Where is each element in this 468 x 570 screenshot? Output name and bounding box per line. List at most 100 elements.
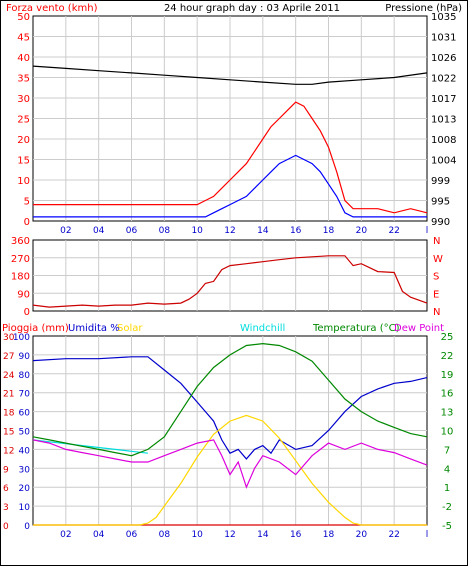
x-tick-label: 20 [356,226,368,236]
y-left-tick-label: 270 [11,254,30,265]
y-right-tick-label: 995 [431,197,450,208]
y-right-tick-label: 1022 [431,74,456,85]
y-right-tick-label: 1013 [431,115,456,126]
y-left-tick-label: 15 [17,156,30,167]
y-left-tick-label: 45 [17,33,30,44]
x-tick-label: 14 [257,226,269,236]
y-humidity-tick-label: 70 [19,390,31,400]
y-humidity-tick-label: 100 [13,333,30,343]
y-right-tick-label: 4 [444,464,450,475]
y-left-tick-label: 30 [17,94,30,105]
series-humidity-line [32,356,428,460]
x-tick-label: 06 [126,530,138,540]
legend-dewpoint: Dew Point [394,323,444,334]
y-rain-tick-label: 18 [3,409,15,419]
y-rain-tick-label: 12 [3,446,14,456]
y-right-tick-label: N [433,236,440,247]
x-tick-label: 02 [60,530,71,540]
y-left-tick-label: 35 [17,74,30,85]
y-left-tick-label: 25 [17,115,30,126]
y-right-tick-label: 1004 [431,156,456,167]
x-tick-label: 12 [224,530,235,540]
y-right-tick-label: -2 [442,502,452,513]
y-right-tick-label: -5 [442,521,452,532]
series-wind_avg-line [33,154,427,218]
y-rain-tick-label: 24 [3,371,15,381]
legend-humidity: Umidita % [68,323,120,334]
y-right-tick-label: 16 [441,389,454,400]
x-tick-label: l [426,530,429,540]
y-right-tick-label: N [433,307,440,318]
legend-rain: Pioggia (mm) [2,323,69,334]
y-rain-tick-label: 9 [3,465,9,475]
x-tick-label: 22 [388,530,399,540]
y-humidity-tick-label: 20 [19,484,31,494]
series-pressure-line [32,65,428,85]
x-tick-label: 12 [224,226,235,236]
x-tick-label: 16 [290,226,302,236]
y-right-tick-label: 10 [441,427,454,438]
legend-temperature: Temperatura (°C) [312,323,400,334]
y-right-tick-label: 999 [431,176,450,187]
y-left-tick-label: 0 [24,307,30,318]
series-gust-line [33,101,428,214]
series-dewpoint-line [32,439,428,489]
x-tick-label: l [426,226,429,236]
y-rain-tick-label: 15 [3,428,14,438]
y-right-tick-label: E [433,289,439,300]
series-temperature-line [32,342,428,457]
x-tick-label: 20 [356,530,368,540]
y-right-tick-label: 1035 [431,12,456,23]
x-tick-label: 22 [388,226,399,236]
y-rain-tick-label: 3 [3,503,9,513]
y-rain-tick-label: 0 [3,522,9,532]
legend-windchill: Windchill [240,323,285,334]
y-rain-tick-label: 6 [3,484,9,494]
y-rain-tick-label: 21 [3,390,14,400]
x-tick-label: 16 [290,530,302,540]
y-right-tick-label: 1026 [431,53,456,64]
series-windchill-line [32,439,148,454]
y-humidity-tick-label: 10 [19,503,31,513]
x-tick-label: 02 [60,226,71,236]
y-right-tick-label: 990 [431,217,450,228]
y-left-tick-label: 360 [11,236,30,247]
series-direction-line [32,255,428,308]
y-right-tick-label: 25 [441,332,454,343]
pressure-axis-title: Pressione (hPa) [385,3,462,14]
y-left-tick-label: 0 [24,217,30,228]
y-humidity-tick-label: 60 [19,409,31,419]
y-humidity-tick-label: 50 [19,428,31,438]
y-left-tick-label: 40 [17,53,30,64]
legend-solar: Solar [117,323,143,334]
y-right-tick-label: 13 [441,408,454,419]
y-right-tick-label: 19 [441,370,454,381]
wind-axis-title: Forza vento (kmh) [6,3,98,14]
y-humidity-tick-label: 90 [19,352,31,362]
y-right-tick-label: 1 [444,483,450,494]
y-left-tick-label: 90 [17,289,30,300]
y-right-tick-label: 1031 [431,33,456,44]
y-right-tick-label: 1017 [431,94,456,105]
y-left-tick-label: 180 [11,272,30,283]
y-left-tick-label: 50 [17,12,30,23]
x-tick-label: 14 [257,530,269,540]
series-solar-line [33,414,427,526]
x-tick-label: 10 [191,226,203,236]
x-tick-label: 04 [93,226,105,236]
chart-title: 24 hour graph day : 03 Aprile 2011 [164,3,340,14]
y-right-tick-label: W [433,254,443,265]
y-right-tick-label: 1008 [431,135,456,146]
y-humidity-tick-label: 0 [24,522,30,532]
y-humidity-tick-label: 40 [19,446,31,456]
x-tick-label: 10 [191,530,203,540]
x-tick-label: 08 [159,226,171,236]
y-left-tick-label: 5 [24,197,30,208]
y-rain-tick-label: 27 [3,352,14,362]
y-right-tick-label: 22 [441,351,454,362]
x-tick-label: 18 [323,530,335,540]
y-rain-tick-label: 30 [3,333,15,343]
y-humidity-tick-label: 80 [19,371,31,381]
